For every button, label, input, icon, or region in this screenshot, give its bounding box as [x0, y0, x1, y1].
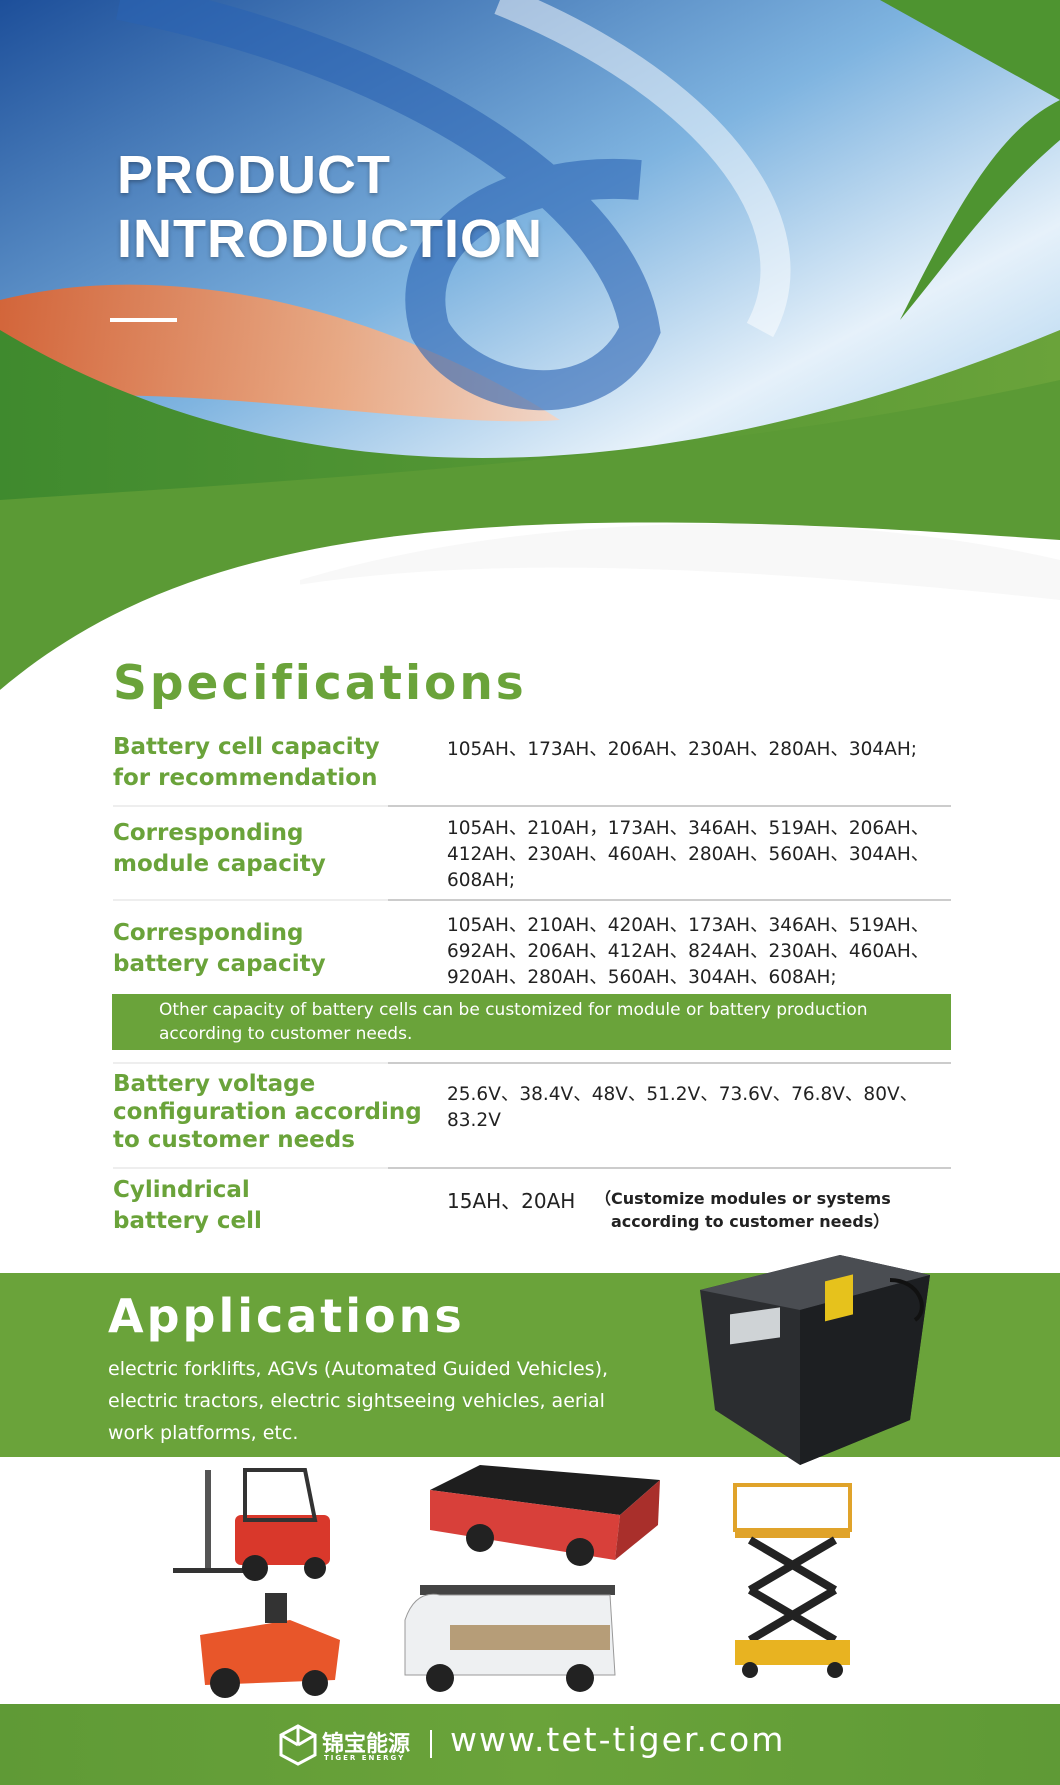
applications-title: Applications	[108, 1289, 465, 1343]
spec-value: 15AH、20AH	[447, 1189, 576, 1213]
spec-label: Cylindrical	[113, 1177, 250, 1203]
brand-name-cn: 锦宝能源	[322, 1732, 411, 1757]
spec-label: Battery voltage	[113, 1071, 316, 1097]
tiger-energy-logo	[279, 1724, 317, 1766]
separator	[430, 1730, 432, 1758]
spec-label: battery cell	[113, 1208, 262, 1234]
electric-tractor-image	[200, 1593, 340, 1698]
forklift-image	[173, 1468, 330, 1581]
spec-label: Corresponding	[113, 920, 304, 946]
applications-description: electric forklifts, AGVs (Automated Guid…	[108, 1358, 609, 1444]
hero-title-line2: INTRODUCTION	[117, 209, 543, 269]
customization-note: Other capacity of battery cells can be c…	[112, 994, 951, 1050]
spec-note: （Customize modules or systems	[595, 1189, 891, 1208]
spec-value: 25.6V、38.4V、48V、51.2V、73.6V、76.8V、80V、	[447, 1084, 919, 1105]
divider	[113, 1167, 951, 1169]
specifications-title: Specifications	[113, 656, 527, 711]
hero-banner-image	[0, 0, 1060, 690]
divider	[113, 899, 951, 901]
spec-value: 83.2V	[447, 1110, 501, 1131]
spec-label: to customer needs	[113, 1127, 355, 1153]
aerial-work-platform-image	[733, 1483, 852, 1678]
spec-value: 105AH、210AH，173AH、346AH、519AH、206AH、	[447, 818, 930, 839]
footer: 锦宝能源 TIGER ENERGY www.tet-tiger.com	[0, 1704, 1060, 1785]
note-line: Other capacity of battery cells can be c…	[159, 1000, 868, 1020]
note-line: according to customer needs.	[159, 1024, 413, 1044]
spec-label: for recommendation	[113, 765, 378, 791]
spec-label: module capacity	[113, 851, 326, 877]
spec-label: configuration according	[113, 1099, 422, 1125]
hero-title-line1: PRODUCT	[117, 145, 391, 205]
divider	[113, 1062, 951, 1064]
website-link[interactable]: www.tet-tiger.com	[450, 1720, 786, 1759]
spec-value: 920AH、280AH、560AH、304AH、608AH;	[447, 967, 837, 988]
spec-label: Battery cell capacity	[113, 734, 380, 760]
spec-value: 692AH、206AH、412AH、824AH、230AH、460AH、	[447, 941, 930, 962]
spec-note: according to customer needs）	[611, 1212, 890, 1231]
agv-image	[430, 1465, 660, 1566]
sightseeing-vehicle-image	[404, 1585, 616, 1692]
spec-value: 105AH、210AH、420AH、173AH、346AH、519AH、	[447, 915, 930, 936]
spec-value: 412AH、230AH、460AH、280AH、560AH、304AH、	[447, 844, 930, 865]
brand-name-en: TIGER ENERGY	[324, 1754, 406, 1762]
battery-pack-image	[700, 1255, 930, 1465]
spec-value: 105AH、173AH、206AH、230AH、280AH、304AH;	[447, 739, 917, 760]
spec-label: battery capacity	[113, 951, 326, 977]
divider	[113, 805, 951, 807]
spec-value: 608AH;	[447, 870, 516, 891]
title-underline	[110, 318, 177, 322]
spec-label: Corresponding	[113, 820, 304, 846]
